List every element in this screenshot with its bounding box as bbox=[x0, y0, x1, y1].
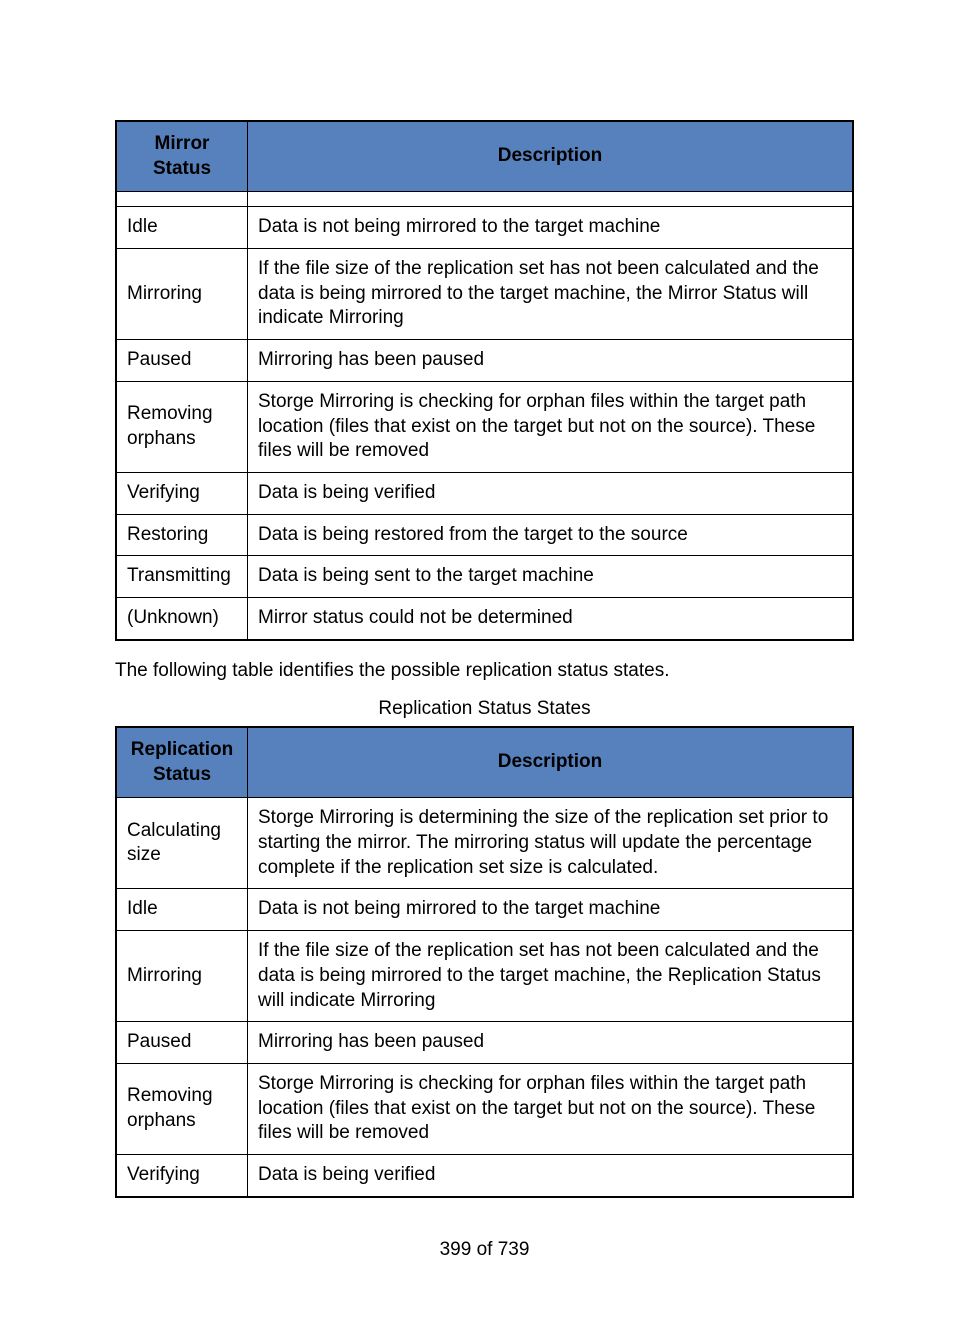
cell-status: Removing orphans bbox=[116, 1063, 248, 1154]
cell-status: Mirroring bbox=[116, 249, 248, 340]
table-row: (Unknown) Mirror status could not be det… bbox=[116, 597, 853, 639]
cell-description: Data is being restored from the target t… bbox=[248, 514, 854, 556]
cell-description: Mirroring has been paused bbox=[248, 1022, 854, 1064]
table-row: Paused Mirroring has been paused bbox=[116, 340, 853, 382]
column-header-description: Description bbox=[248, 121, 854, 192]
table-row: Verifying Data is being verified bbox=[116, 472, 853, 514]
table-row: Transmitting Data is being sent to the t… bbox=[116, 556, 853, 598]
cell-status: Calculating size bbox=[116, 798, 248, 889]
table-row: Idle Data is not being mirrored to the t… bbox=[116, 889, 853, 931]
table-header-row: Mirror Status Description bbox=[116, 121, 853, 192]
cell-status: Restoring bbox=[116, 514, 248, 556]
cell-status: (Unknown) bbox=[116, 597, 248, 639]
cell-description: Mirroring has been paused bbox=[248, 340, 854, 382]
cell-status: Idle bbox=[116, 207, 248, 249]
column-header-description: Description bbox=[248, 727, 854, 798]
cell-status: Paused bbox=[116, 1022, 248, 1064]
table-row: Paused Mirroring has been paused bbox=[116, 1022, 853, 1064]
cell-description: Data is being verified bbox=[248, 472, 854, 514]
cell-status: Mirroring bbox=[116, 931, 248, 1022]
cell-description: Mirror status could not be determined bbox=[248, 597, 854, 639]
table-caption: Replication Status States bbox=[115, 697, 854, 722]
cell-status: Verifying bbox=[116, 1154, 248, 1196]
header-spacer-row bbox=[116, 192, 853, 207]
column-header-status: Replication Status bbox=[116, 727, 248, 798]
table-row: Restoring Data is being restored from th… bbox=[116, 514, 853, 556]
table-row: Removing orphans Storge Mirroring is che… bbox=[116, 1063, 853, 1154]
table-row: Idle Data is not being mirrored to the t… bbox=[116, 207, 853, 249]
intro-paragraph: The following table identifies the possi… bbox=[115, 659, 854, 684]
cell-status: Idle bbox=[116, 889, 248, 931]
table-row: Verifying Data is being verified bbox=[116, 1154, 853, 1196]
mirror-status-table: Mirror Status Description Idle Data is n… bbox=[115, 120, 854, 641]
cell-status: Transmitting bbox=[116, 556, 248, 598]
table-row: Removing orphans Storge Mirroring is che… bbox=[116, 381, 853, 472]
cell-description: If the file size of the replication set … bbox=[248, 249, 854, 340]
column-header-status: Mirror Status bbox=[116, 121, 248, 192]
cell-status: Verifying bbox=[116, 472, 248, 514]
table-row: Mirroring If the file size of the replic… bbox=[116, 249, 853, 340]
cell-description: Data is being verified bbox=[248, 1154, 854, 1196]
document-page: Mirror Status Description Idle Data is n… bbox=[0, 0, 954, 1341]
cell-status: Removing orphans bbox=[116, 381, 248, 472]
cell-description: Data is not being mirrored to the target… bbox=[248, 207, 854, 249]
cell-description: Storge Mirroring is determining the size… bbox=[248, 798, 854, 889]
table-row: Mirroring If the file size of the replic… bbox=[116, 931, 853, 1022]
cell-description: Storge Mirroring is checking for orphan … bbox=[248, 1063, 854, 1154]
cell-status: Paused bbox=[116, 340, 248, 382]
cell-description: Data is being sent to the target machine bbox=[248, 556, 854, 598]
cell-description: Storge Mirroring is checking for orphan … bbox=[248, 381, 854, 472]
cell-description: If the file size of the replication set … bbox=[248, 931, 854, 1022]
replication-status-table: Replication Status Description Calculati… bbox=[115, 726, 854, 1198]
table-header-row: Replication Status Description bbox=[116, 727, 853, 798]
page-number: 399 of 739 bbox=[115, 1238, 854, 1263]
cell-description: Data is not being mirrored to the target… bbox=[248, 889, 854, 931]
table-row: Calculating size Storge Mirroring is det… bbox=[116, 798, 853, 889]
